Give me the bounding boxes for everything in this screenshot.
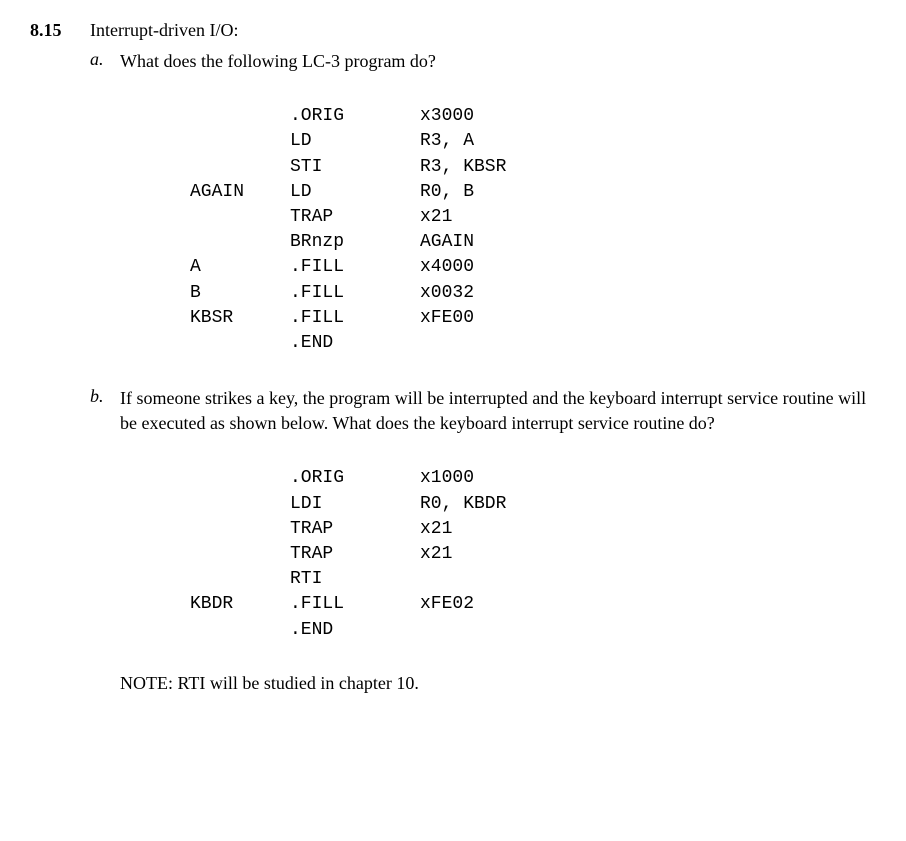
code-op: TRAP (290, 542, 420, 567)
code-row: LDR3, A (190, 129, 876, 154)
code-row: .END (190, 618, 876, 643)
code-row: TRAPx21 (190, 205, 876, 230)
code-row: AGAINLDR0, B (190, 180, 876, 205)
code-op: .FILL (290, 592, 420, 617)
code-label (190, 230, 290, 255)
code-label (190, 618, 290, 643)
code-row: KBSR.FILLxFE00 (190, 306, 876, 331)
code-arg: xFE00 (420, 306, 474, 331)
subpart-b-question: If someone strikes a key, the program wi… (120, 386, 876, 436)
code-op: TRAP (290, 205, 420, 230)
code-op: LDI (290, 492, 420, 517)
code-row: .ORIGx1000 (190, 466, 876, 491)
code-label (190, 205, 290, 230)
code-op: .FILL (290, 306, 420, 331)
note-text: NOTE: RTI will be studied in chapter 10. (120, 673, 876, 694)
code-op: .ORIG (290, 466, 420, 491)
code-arg: x0032 (420, 281, 474, 306)
code-label: B (190, 281, 290, 306)
code-label (190, 466, 290, 491)
subpart-b-label: b. (90, 386, 120, 436)
code-arg: x21 (420, 542, 452, 567)
code-label (190, 542, 290, 567)
code-row: A.FILLx4000 (190, 255, 876, 280)
code-op: .END (290, 331, 420, 356)
code-op: TRAP (290, 517, 420, 542)
code-arg: x21 (420, 517, 452, 542)
subpart-a: a. What does the following LC-3 program … (90, 49, 876, 74)
code-row: RTI (190, 567, 876, 592)
code-op: .FILL (290, 255, 420, 280)
code-label (190, 129, 290, 154)
code-arg: x3000 (420, 104, 474, 129)
code-op: .ORIG (290, 104, 420, 129)
code-op: LD (290, 180, 420, 205)
code-op: LD (290, 129, 420, 154)
code-label (190, 104, 290, 129)
code-label (190, 331, 290, 356)
code-row: .END (190, 331, 876, 356)
code-op: STI (290, 155, 420, 180)
code-arg: R3, KBSR (420, 155, 506, 180)
code-arg: x21 (420, 205, 452, 230)
code-row: TRAPx21 (190, 517, 876, 542)
code-row: STIR3, KBSR (190, 155, 876, 180)
code-block-b: .ORIGx1000LDIR0, KBDRTRAPx21TRAPx21RTIKB… (190, 466, 876, 642)
code-op: RTI (290, 567, 420, 592)
problem-number: 8.15 (30, 20, 90, 41)
code-op: BRnzp (290, 230, 420, 255)
code-row: B.FILLx0032 (190, 281, 876, 306)
code-arg: R0, B (420, 180, 474, 205)
code-row: KBDR.FILLxFE02 (190, 592, 876, 617)
code-arg: R0, KBDR (420, 492, 506, 517)
code-label: AGAIN (190, 180, 290, 205)
subpart-a-label: a. (90, 49, 120, 74)
code-label (190, 155, 290, 180)
code-row: BRnzpAGAIN (190, 230, 876, 255)
code-label (190, 567, 290, 592)
code-label: KBDR (190, 592, 290, 617)
subpart-a-question: What does the following LC-3 program do? (120, 49, 876, 74)
code-label: A (190, 255, 290, 280)
code-arg: xFE02 (420, 592, 474, 617)
code-arg: AGAIN (420, 230, 474, 255)
code-row: .ORIGx3000 (190, 104, 876, 129)
code-block-a: .ORIGx3000LDR3, ASTIR3, KBSRAGAINLDR0, B… (190, 104, 876, 356)
code-op: .FILL (290, 281, 420, 306)
problem-title: Interrupt-driven I/O: (90, 20, 876, 41)
code-label (190, 517, 290, 542)
problem-header: 8.15 Interrupt-driven I/O: (30, 20, 876, 41)
code-row: TRAPx21 (190, 542, 876, 567)
code-row: LDIR0, KBDR (190, 492, 876, 517)
code-arg: x1000 (420, 466, 474, 491)
code-label (190, 492, 290, 517)
code-arg: x4000 (420, 255, 474, 280)
code-label: KBSR (190, 306, 290, 331)
subpart-b: b. If someone strikes a key, the program… (90, 386, 876, 436)
code-arg: R3, A (420, 129, 474, 154)
code-op: .END (290, 618, 420, 643)
